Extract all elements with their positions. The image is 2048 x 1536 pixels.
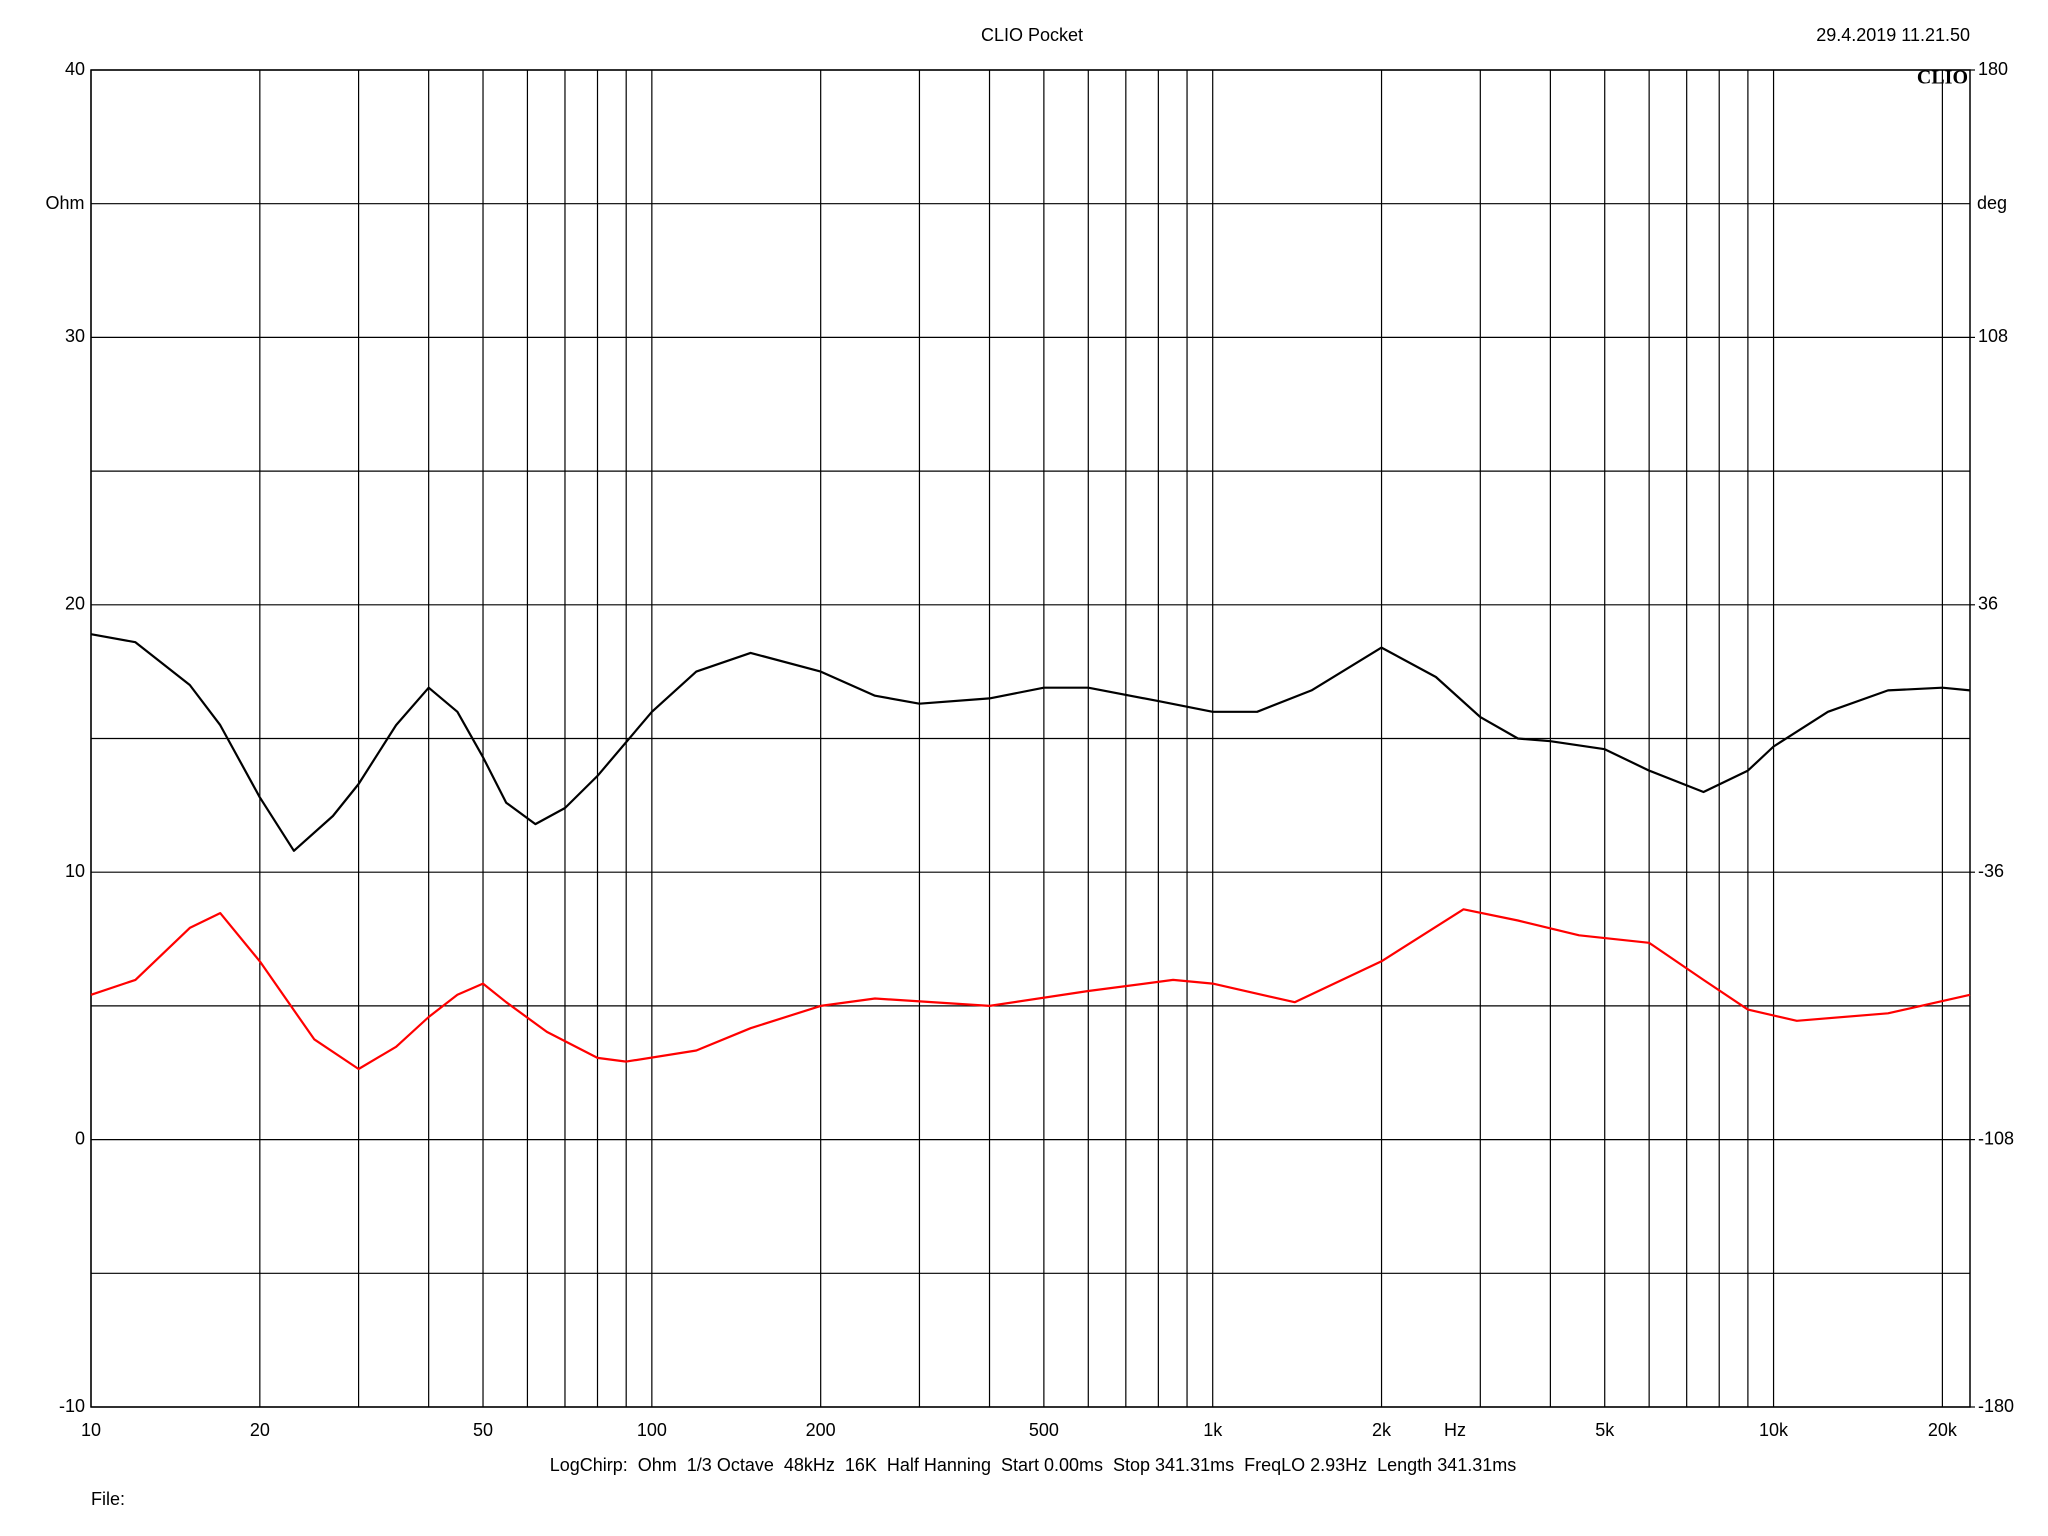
x-tick-label: 5k [1595, 1420, 1615, 1440]
x-tick-label: 200 [806, 1420, 836, 1440]
y-axis-label: Ohm [45, 193, 84, 213]
y2-tick-label: 180 [1978, 59, 2008, 79]
y-tick-label: 10 [65, 861, 85, 881]
chart-title: CLIO Pocket [981, 25, 1083, 45]
timestamp: 29.4.2019 11.21.50 [1816, 25, 1970, 45]
y2-tick-label: 36 [1978, 594, 1998, 614]
y-tick-label: 0 [75, 1128, 85, 1148]
y2-axis-label: deg [1977, 193, 2007, 213]
y-tick-label: -10 [59, 1396, 85, 1416]
footer: LogChirp: Ohm 1/3 Octave 48kHz 16K Half … [550, 1455, 1517, 1475]
y-tick-label: 30 [65, 326, 85, 346]
x-tick-label: 1k [1203, 1420, 1223, 1440]
plot-frame [90, 69, 1971, 1408]
x-tick-label: 50 [473, 1420, 493, 1440]
y2-tick-label: -108 [1978, 1128, 2014, 1148]
x-axis-label: Hz [1444, 1420, 1466, 1440]
y2-tick-label: -180 [1978, 1396, 2014, 1416]
y2-tick-label: 108 [1978, 326, 2008, 346]
y-tick-label: 20 [65, 594, 85, 614]
series-line [90, 908, 1971, 1071]
x-tick-label: 500 [1029, 1420, 1059, 1440]
x-tick-label: 10k [1759, 1420, 1789, 1440]
file-label: File: [91, 1489, 125, 1509]
x-tick-label: 100 [637, 1420, 667, 1440]
x-tick-label: 10 [81, 1420, 101, 1440]
x-tick-label: 20k [1928, 1420, 1958, 1440]
x-tick-label: 20 [250, 1420, 270, 1440]
x-tick-label: 2k [1372, 1420, 1392, 1440]
y-tick-label: 40 [65, 59, 85, 79]
series-line [90, 633, 1971, 852]
y2-tick-label: -36 [1978, 861, 2004, 881]
